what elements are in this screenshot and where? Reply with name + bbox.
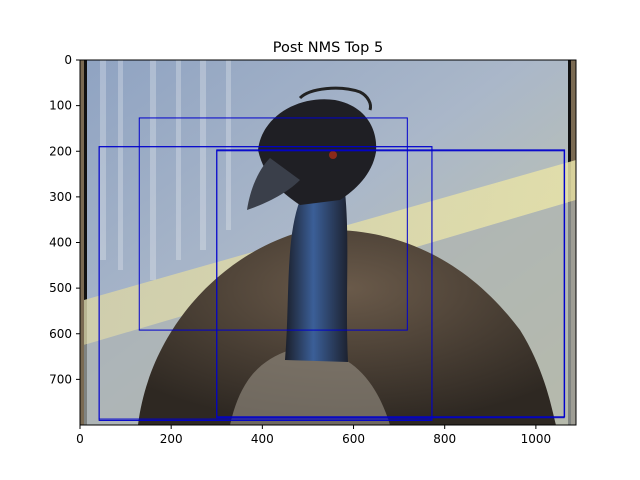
emu-photo (80, 60, 576, 425)
detection-box-5 (216, 150, 565, 419)
y-tick-label: 400 (49, 236, 72, 250)
x-tick-label: 1000 (521, 432, 552, 446)
x-tick-label: 400 (251, 432, 274, 446)
y-tick-label: 0 (64, 53, 72, 67)
x-tick-label: 200 (160, 432, 183, 446)
y-tick-label: 100 (49, 99, 72, 113)
y-tick-label: 500 (49, 281, 72, 295)
x-tick-label: 0 (76, 432, 84, 446)
detection-boxes (98, 117, 566, 421)
y-tick-label: 600 (49, 327, 72, 341)
x-tick-label: 600 (342, 432, 365, 446)
y-tick-label: 700 (49, 372, 72, 386)
y-tick-label: 300 (49, 190, 72, 204)
x-axis: 0 200 400 600 800 1000 (76, 425, 551, 446)
chart-title: Post NMS Top 5 (273, 40, 383, 56)
x-tick-label: 800 (433, 432, 456, 446)
detection-box-1 (138, 117, 408, 331)
y-axis: 0 100 200 300 400 500 600 700 (49, 53, 80, 386)
y-tick-label: 200 (49, 144, 72, 158)
detection-box-4 (98, 146, 433, 421)
